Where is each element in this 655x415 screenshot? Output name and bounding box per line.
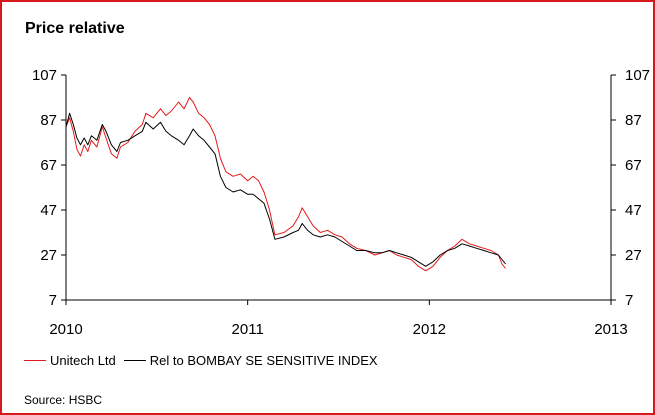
series-line-unitech [66, 98, 506, 271]
x-tick-label: 2012 [413, 321, 446, 338]
y-tick-label-right: 47 [625, 202, 642, 219]
legend-entry-relative-index: Rel to BOMBAY SE SENSITIVE INDEX [124, 353, 378, 368]
y-tick-label-right: 7 [625, 292, 633, 309]
legend-label-relative-index: Rel to BOMBAY SE SENSITIVE INDEX [150, 353, 378, 368]
y-tick-label-left: 67 [40, 157, 57, 174]
legend-entry-unitech: Unitech Ltd [24, 353, 116, 368]
x-tick-label: 2011 [232, 321, 264, 338]
y-tick-label-right: 27 [625, 247, 642, 264]
tick-labels: 7 7 27 27 47 47 67 67 87 87 107 107 2010 2011 2012 2013 [32, 67, 650, 338]
x-tick-label: 2010 [49, 321, 82, 338]
source-note: Source: HSBC [24, 393, 102, 407]
line-chart: 7 7 27 27 47 47 67 67 87 87 107 107 2010 2011 2012 2013 [2, 2, 653, 352]
y-tick-label-left: 107 [32, 67, 57, 84]
legend: Unitech Ltd Rel to BOMBAY SE SENSITIVE I… [24, 353, 378, 368]
y-tick-label-right: 87 [625, 112, 642, 129]
y-tick-label-left: 7 [49, 292, 57, 309]
legend-swatch-unitech [24, 360, 46, 361]
y-tick-label-left: 87 [40, 112, 57, 129]
legend-swatch-relative-index [124, 360, 146, 361]
legend-label-unitech: Unitech Ltd [50, 353, 116, 368]
y-tick-label-right: 107 [625, 67, 650, 84]
axes [61, 75, 616, 305]
x-tick-label: 2013 [594, 321, 627, 338]
series-layer [66, 98, 506, 271]
y-tick-label-right: 67 [625, 157, 642, 174]
y-tick-label-left: 27 [40, 247, 57, 264]
y-tick-label-left: 47 [40, 202, 57, 219]
